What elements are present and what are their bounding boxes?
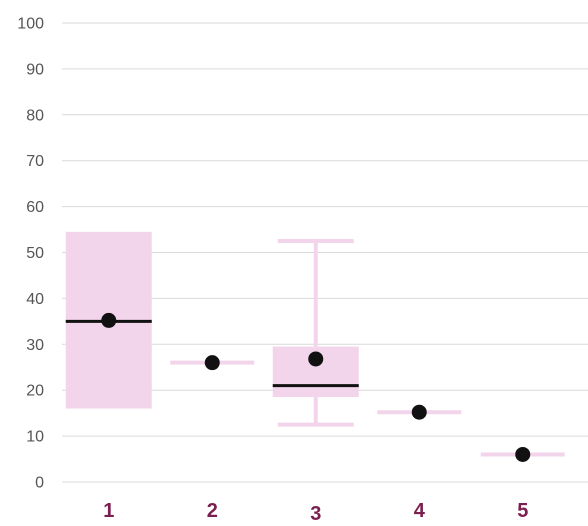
x-tick-label-3: 3 — [310, 503, 321, 525]
x-tick-label-4: 4 — [414, 500, 426, 522]
x-axis-tick-labels: 1 2 3 4 5 — [103, 500, 528, 525]
y-tick-label-70: 70 — [26, 153, 44, 170]
y-tick-label-60: 60 — [26, 199, 44, 216]
y-tick-label-10: 10 — [26, 429, 44, 446]
x-tick-label-1: 1 — [103, 500, 114, 522]
mean-marker-2 — [204, 355, 220, 371]
y-tick-label-90: 90 — [26, 61, 44, 78]
x-tick-label-2: 2 — [207, 500, 218, 522]
mean-marker-3 — [308, 351, 324, 367]
y-tick-label-30: 30 — [26, 337, 44, 354]
box-series — [65, 231, 565, 462]
y-axis-tick-labels: 0 10 20 30 40 50 60 70 80 90 100 — [17, 16, 44, 492]
mean-marker-5 — [515, 446, 531, 462]
y-tick-label-80: 80 — [26, 107, 44, 124]
y-tick-label-20: 20 — [26, 383, 44, 400]
y-tick-label-0: 0 — [35, 475, 44, 492]
y-tick-label-50: 50 — [26, 245, 44, 262]
y-tick-label-100: 100 — [17, 16, 44, 33]
mean-marker-4 — [411, 404, 427, 420]
y-tick-label-40: 40 — [26, 291, 44, 308]
mean-marker-1 — [101, 312, 117, 328]
x-tick-label-5: 5 — [517, 500, 528, 522]
